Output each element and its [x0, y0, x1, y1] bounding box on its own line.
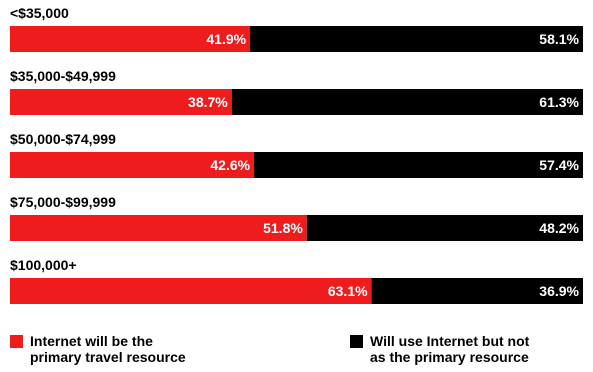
- legend-swatch-red: [10, 335, 23, 348]
- category-label: <$35,000: [10, 5, 69, 21]
- bar-segment-primary: [10, 215, 307, 241]
- category-label: $50,000-$74,999: [10, 131, 116, 147]
- legend-item-primary: Internet will be the primary travel reso…: [10, 333, 270, 369]
- data-label-primary: 63.1%: [328, 283, 368, 299]
- data-label-primary: 51.8%: [263, 220, 303, 236]
- bar-segment-secondary: [231, 89, 583, 115]
- legend-label-primary: Internet will be the primary travel reso…: [30, 333, 186, 365]
- data-label-primary: 38.7%: [188, 94, 228, 110]
- data-label-primary: 42.6%: [210, 157, 250, 173]
- data-label-primary: 41.9%: [206, 31, 246, 47]
- bar-segment-primary: [10, 89, 232, 115]
- bar-segment-primary: [10, 152, 255, 178]
- category-label: $35,000-$49,999: [10, 68, 116, 84]
- data-label-secondary: 58.1%: [539, 31, 579, 47]
- data-label-secondary: 48.2%: [539, 220, 579, 236]
- category-label: $100,000+: [10, 257, 77, 273]
- bar-segment-secondary: [371, 278, 583, 304]
- legend-swatch-black: [350, 335, 363, 348]
- bar-segment-primary: [10, 26, 251, 52]
- legend-label-primary-line2: primary travel resource: [30, 349, 186, 365]
- category-label: $75,000-$99,999: [10, 194, 116, 210]
- legend-label-secondary-line1: Will use Internet but not: [370, 333, 530, 349]
- data-label-secondary: 61.3%: [539, 94, 579, 110]
- bar-segment-secondary: [254, 152, 583, 178]
- bar-segment-primary: [10, 278, 372, 304]
- stacked-bar-chart: <$35,000 41.9% 58.1% $35,000-$49,999 38.7% 61…: [10, 5, 583, 304]
- data-label-secondary: 36.9%: [539, 283, 579, 299]
- legend-label-secondary: Will use Internet but not as the primary…: [370, 333, 529, 365]
- data-label-secondary: 57.4%: [539, 157, 579, 173]
- legend-item-secondary: Will use Internet but not as the primary…: [350, 333, 593, 369]
- legend-label-primary-line1: Internet will be the: [30, 333, 153, 349]
- bar-segment-secondary: [250, 26, 583, 52]
- bar-segment-secondary: [306, 215, 583, 241]
- legend-label-secondary-line2: as the primary resource: [370, 349, 529, 365]
